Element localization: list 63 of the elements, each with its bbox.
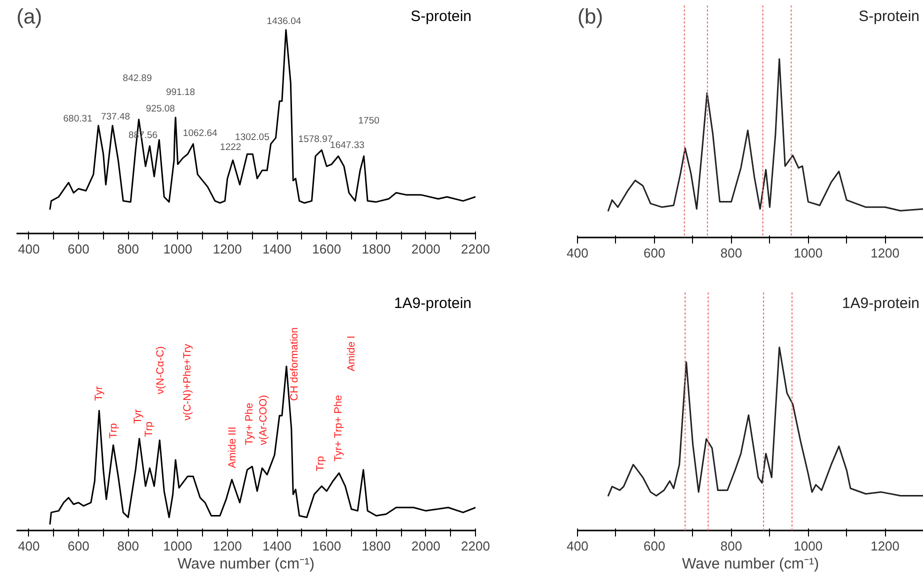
text: 1436.04: [266, 16, 302, 27]
x-tick-label: 2200: [461, 242, 490, 256]
x-tick-label: 1600: [312, 538, 342, 554]
x-tick-label: 2000: [411, 538, 440, 554]
annotation: 1647.33: [330, 140, 364, 151]
annotation: Tyr+ Trp+ Phe: [332, 394, 345, 462]
x-tick-label: 800: [117, 242, 140, 256]
annotation: Trp: [107, 423, 120, 439]
x-tick-label: 400: [566, 246, 588, 260]
x-tick-label: 600: [68, 538, 90, 554]
x-tick-label: 400: [566, 538, 588, 554]
annotation: ν(Ar-COO): [257, 394, 270, 446]
annotation: 680.31: [63, 114, 92, 125]
x-tick-label: 800: [117, 538, 140, 554]
x-tick-label: 600: [68, 242, 90, 256]
x-tick-label: 800: [720, 538, 742, 554]
annotation: Amide III: [226, 426, 238, 468]
annotation: Tyr: [93, 386, 106, 401]
x-axis-title: Wave number (cm⁻¹): [682, 556, 819, 572]
chart-title: (b): [578, 6, 604, 28]
x-tick-label: 1200: [870, 246, 900, 260]
annotation: 1062.64: [182, 128, 218, 139]
chart-title: (a): [16, 6, 42, 28]
x-tick-label: 400: [18, 538, 40, 554]
x-tick-label: 1800: [362, 538, 391, 554]
x-tick-label: 1200: [212, 242, 242, 256]
annotation: 1222: [220, 142, 242, 154]
text: 1A9-protein: [842, 294, 920, 312]
annotation: CH deformation: [288, 327, 300, 401]
annotation: Amide I: [345, 336, 358, 372]
x-tick-label: 800: [720, 246, 742, 260]
annotation: 1578.97: [298, 134, 333, 145]
x-tick-label: 1000: [794, 538, 823, 554]
x-tick-label: 400: [18, 242, 40, 256]
annotation: 925.08: [146, 103, 175, 114]
annotation: 1750: [358, 116, 380, 127]
x-tick-label: 1000: [163, 242, 192, 256]
x-axis-title: Wave number (cm⁻¹): [178, 556, 314, 572]
x-tick-label: 1200: [870, 538, 900, 554]
x-tick-label: 1600: [312, 242, 342, 256]
x-tick-label: 2000: [411, 242, 440, 256]
annotation: Tyr: [132, 408, 144, 424]
x-tick-label: 2200: [461, 538, 490, 554]
annotation: 991.18: [166, 87, 196, 98]
x-tick-label: 1400: [262, 242, 292, 256]
annotation: 1302.05: [235, 132, 270, 143]
text: S-protein: [410, 8, 472, 25]
x-tick-label: 1800: [362, 242, 391, 256]
annotation: 842.89: [122, 72, 152, 84]
x-tick-label: 1400: [262, 538, 292, 554]
x-tick-label: 1200: [212, 538, 242, 554]
x-tick-label: 600: [644, 538, 666, 554]
annotation: Trp: [143, 421, 156, 437]
annotation: Trp: [314, 456, 326, 472]
text: 1A9-protein: [394, 294, 472, 312]
x-tick-label: 600: [644, 246, 666, 260]
annotation: 737.48: [100, 112, 130, 122]
x-tick-label: 1000: [794, 246, 823, 260]
annotation: ν(C-N)+Phe+Try: [182, 343, 194, 421]
text: S-protein: [858, 8, 920, 25]
annotation: Tyr+ Phe: [244, 402, 256, 446]
annotation: ν(N-Cα-C): [154, 346, 166, 394]
x-tick-label: 1000: [163, 538, 192, 554]
